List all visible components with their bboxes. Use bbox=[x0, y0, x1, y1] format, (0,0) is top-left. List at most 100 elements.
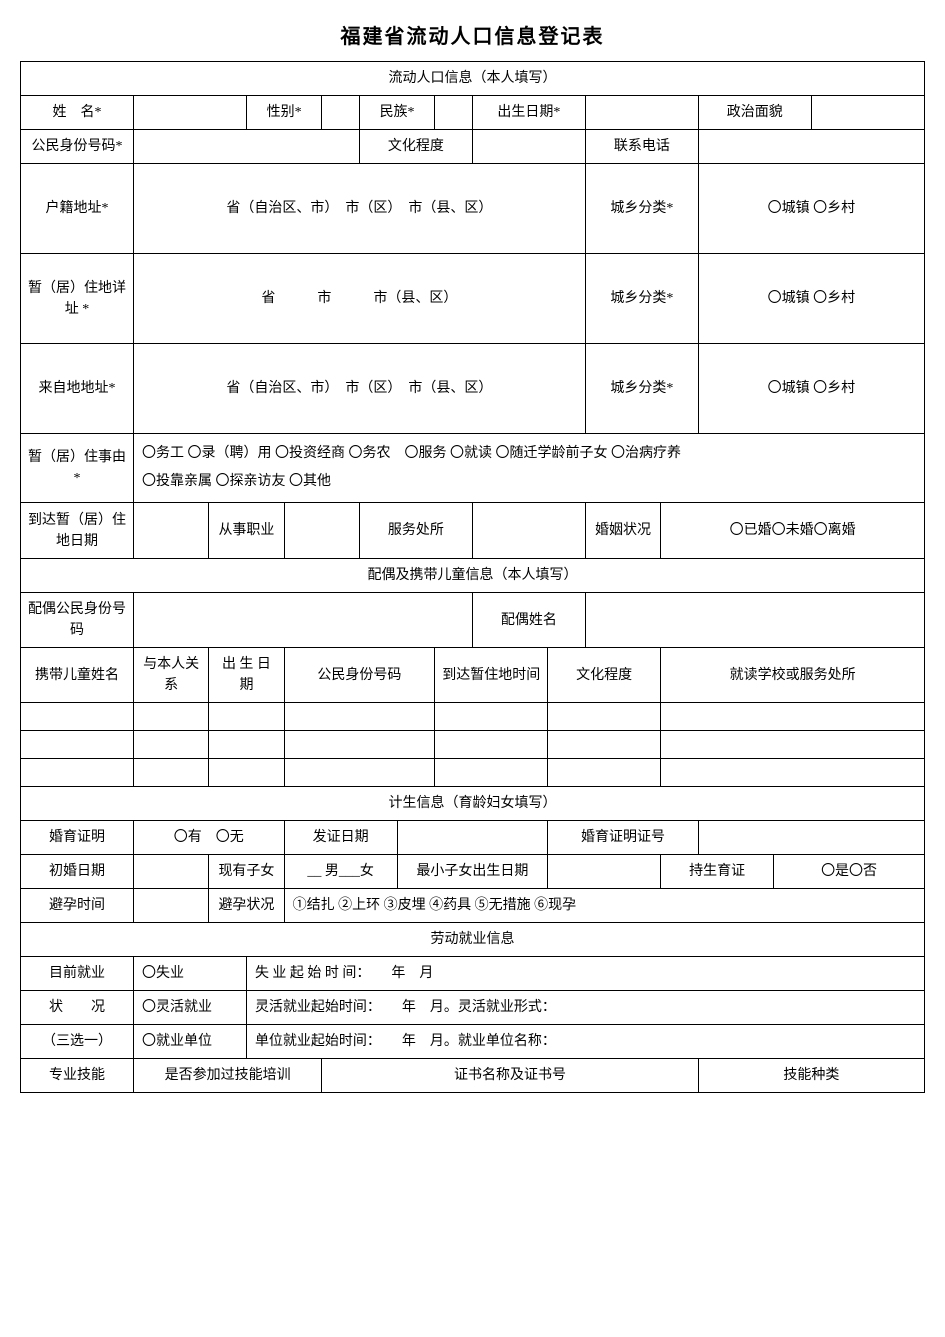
child-row-education[interactable] bbox=[548, 703, 661, 731]
label-spouse-id: 配偶公民身份号码 bbox=[21, 593, 134, 648]
label-employment-status-l3: （三选一） bbox=[21, 1025, 134, 1059]
child-row-school[interactable] bbox=[661, 759, 925, 787]
field-occupation[interactable] bbox=[284, 503, 359, 559]
label-contraception-time: 避孕时间 bbox=[21, 889, 134, 923]
child-row-school[interactable] bbox=[661, 731, 925, 759]
label-political: 政治面貌 bbox=[698, 96, 811, 130]
child-row-relation[interactable] bbox=[133, 703, 208, 731]
children-header-relation: 与本人关系 bbox=[133, 648, 208, 703]
field-current-children[interactable]: __ 男___女 bbox=[284, 855, 397, 889]
field-cert-no[interactable] bbox=[698, 821, 924, 855]
label-current-children: 现有子女 bbox=[209, 855, 284, 889]
field-spouse-id[interactable] bbox=[133, 593, 472, 648]
child-row-arrive[interactable] bbox=[435, 759, 548, 787]
field-residence-address[interactable]: 省 市 市（县、区） bbox=[133, 254, 585, 344]
label-huji-address: 户籍地址* bbox=[21, 164, 134, 254]
child-row-arrive[interactable] bbox=[435, 703, 548, 731]
label-reason: 暂（居）住事由* bbox=[21, 434, 134, 503]
field-workplace[interactable] bbox=[472, 503, 585, 559]
child-row-id[interactable] bbox=[284, 759, 435, 787]
field-spouse-name[interactable] bbox=[585, 593, 924, 648]
children-header-birthdate: 出 生 日 期 bbox=[209, 648, 284, 703]
field-issue-date[interactable] bbox=[397, 821, 548, 855]
children-header-education: 文化程度 bbox=[548, 648, 661, 703]
field-huji-class[interactable]: 〇城镇 〇乡村 bbox=[698, 164, 924, 254]
field-birth-permit[interactable]: 〇是〇否 bbox=[774, 855, 925, 889]
child-row-name[interactable] bbox=[21, 703, 134, 731]
children-header-name: 携带儿童姓名 bbox=[21, 648, 134, 703]
field-huji-address[interactable]: 省（自治区、市） 市（区） 市（县、区） bbox=[133, 164, 585, 254]
section3-header: 计生信息（育龄妇女填写） bbox=[21, 787, 925, 821]
form-title: 福建省流动人口信息登记表 bbox=[20, 20, 925, 49]
child-row-name[interactable] bbox=[21, 731, 134, 759]
child-row-relation[interactable] bbox=[133, 731, 208, 759]
reason-options-line1: 〇务工 〇录（聘）用 〇投资经商 〇务农 〇服务 〇就读 〇随迁学龄前子女 〇治… bbox=[142, 440, 920, 468]
children-header-arrive: 到达暂住地时间 bbox=[435, 648, 548, 703]
field-from-class[interactable]: 〇城镇 〇乡村 bbox=[698, 344, 924, 434]
label-issue-date: 发证日期 bbox=[284, 821, 397, 855]
emp-opt-unemployed-detail[interactable]: 失 业 起 始 时 间： 年 月 bbox=[246, 957, 924, 991]
label-birth-permit: 持生育证 bbox=[661, 855, 774, 889]
emp-opt-employer-detail[interactable]: 单位就业起始时间： 年 月。就业单位名称： bbox=[246, 1025, 924, 1059]
child-row-birthdate[interactable] bbox=[209, 759, 284, 787]
label-from-address: 来自地地址* bbox=[21, 344, 134, 434]
child-row-arrive[interactable] bbox=[435, 731, 548, 759]
field-marriage-cert-opts[interactable]: 〇有 〇无 bbox=[133, 821, 284, 855]
field-phone[interactable] bbox=[698, 130, 924, 164]
section2-header: 配偶及携带儿童信息（本人填写） bbox=[21, 559, 925, 593]
child-row-id[interactable] bbox=[284, 731, 435, 759]
child-row-birthdate[interactable] bbox=[209, 703, 284, 731]
field-id-number[interactable] bbox=[133, 130, 359, 164]
label-spouse-name: 配偶姓名 bbox=[472, 593, 585, 648]
label-training: 是否参加过技能培训 bbox=[133, 1059, 321, 1093]
field-name[interactable] bbox=[133, 96, 246, 130]
label-cert-no: 婚育证明证号 bbox=[548, 821, 699, 855]
field-reason[interactable]: 〇务工 〇录（聘）用 〇投资经商 〇务农 〇服务 〇就读 〇随迁学龄前子女 〇治… bbox=[133, 434, 924, 503]
section1-header: 流动人口信息（本人填写） bbox=[21, 62, 925, 96]
label-professional-skill: 专业技能 bbox=[21, 1059, 134, 1093]
emp-opt-flexible-detail[interactable]: 灵活就业起始时间： 年 月。灵活就业形式： bbox=[246, 991, 924, 1025]
label-workplace: 服务处所 bbox=[359, 503, 472, 559]
label-residence-class: 城乡分类* bbox=[585, 254, 698, 344]
field-contraception-status[interactable]: ①结扎 ②上环 ③皮埋 ④药具 ⑤无措施 ⑥现孕 bbox=[284, 889, 924, 923]
field-youngest-birth[interactable] bbox=[548, 855, 661, 889]
label-contraception-status: 避孕状况 bbox=[209, 889, 284, 923]
child-row-school[interactable] bbox=[661, 703, 925, 731]
child-row-birthdate[interactable] bbox=[209, 731, 284, 759]
child-row-education[interactable] bbox=[548, 759, 661, 787]
label-gender: 性别* bbox=[246, 96, 321, 130]
label-marriage-cert: 婚育证明 bbox=[21, 821, 134, 855]
label-birthdate: 出生日期* bbox=[472, 96, 585, 130]
children-header-id: 公民身份号码 bbox=[284, 648, 435, 703]
child-row-relation[interactable] bbox=[133, 759, 208, 787]
field-education[interactable] bbox=[472, 130, 585, 164]
emp-opt-unemployed[interactable]: 〇失业 bbox=[133, 957, 246, 991]
child-row-name[interactable] bbox=[21, 759, 134, 787]
field-arrive-date[interactable] bbox=[133, 503, 208, 559]
label-id-number: 公民身份号码* bbox=[21, 130, 134, 164]
label-employment-status-l2: 状 况 bbox=[21, 991, 134, 1025]
label-from-class: 城乡分类* bbox=[585, 344, 698, 434]
reason-options-line2: 〇投靠亲属 〇探亲访友 〇其他 bbox=[142, 468, 920, 496]
field-marital[interactable]: 〇已婚〇未婚〇离婚 bbox=[661, 503, 925, 559]
child-row-education[interactable] bbox=[548, 731, 661, 759]
registration-form-table: 流动人口信息（本人填写） 姓 名* 性别* 民族* 出生日期* 政治面貌 公民身… bbox=[20, 61, 925, 1093]
emp-opt-employer[interactable]: 〇就业单位 bbox=[133, 1025, 246, 1059]
field-birthdate[interactable] bbox=[585, 96, 698, 130]
field-gender[interactable] bbox=[322, 96, 360, 130]
label-skill-type: 技能种类 bbox=[698, 1059, 924, 1093]
label-employment-status-l1: 目前就业 bbox=[21, 957, 134, 991]
children-header-school: 就读学校或服务处所 bbox=[661, 648, 925, 703]
emp-opt-flexible[interactable]: 〇灵活就业 bbox=[133, 991, 246, 1025]
field-political[interactable] bbox=[811, 96, 924, 130]
label-marital: 婚姻状况 bbox=[585, 503, 660, 559]
field-ethnicity[interactable] bbox=[435, 96, 473, 130]
field-contraception-time[interactable] bbox=[133, 889, 208, 923]
field-first-marriage[interactable] bbox=[133, 855, 208, 889]
label-name: 姓 名* bbox=[21, 96, 134, 130]
field-residence-class[interactable]: 〇城镇 〇乡村 bbox=[698, 254, 924, 344]
label-cert-name: 证书名称及证书号 bbox=[322, 1059, 699, 1093]
child-row-id[interactable] bbox=[284, 703, 435, 731]
label-occupation: 从事职业 bbox=[209, 503, 284, 559]
field-from-address[interactable]: 省（自治区、市） 市（区） 市（县、区） bbox=[133, 344, 585, 434]
